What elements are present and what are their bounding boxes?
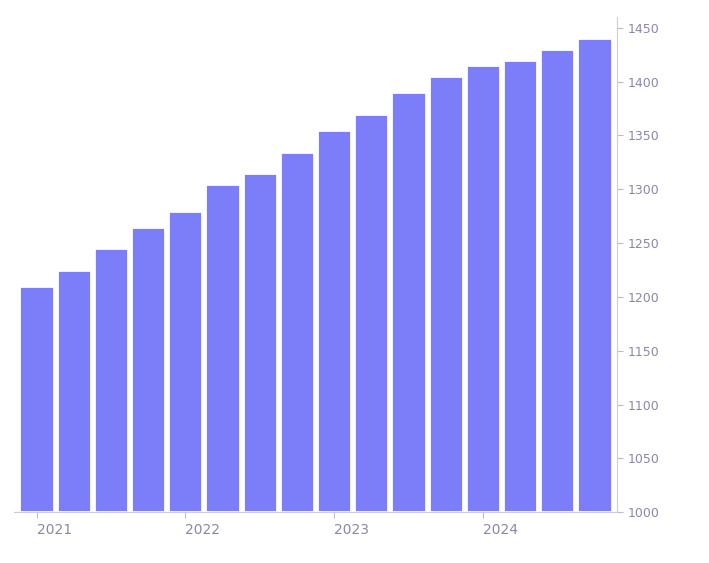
Bar: [19, 286, 54, 512]
Bar: [540, 49, 574, 512]
Bar: [280, 151, 314, 512]
Bar: [577, 38, 612, 512]
Bar: [503, 60, 537, 512]
Bar: [429, 76, 463, 512]
Bar: [391, 92, 425, 512]
Bar: [206, 184, 240, 512]
Bar: [131, 227, 165, 512]
Bar: [317, 130, 351, 512]
Bar: [466, 65, 500, 512]
Bar: [57, 270, 91, 512]
Bar: [242, 173, 277, 512]
Bar: [94, 248, 128, 512]
Bar: [168, 211, 202, 512]
Bar: [354, 114, 389, 512]
